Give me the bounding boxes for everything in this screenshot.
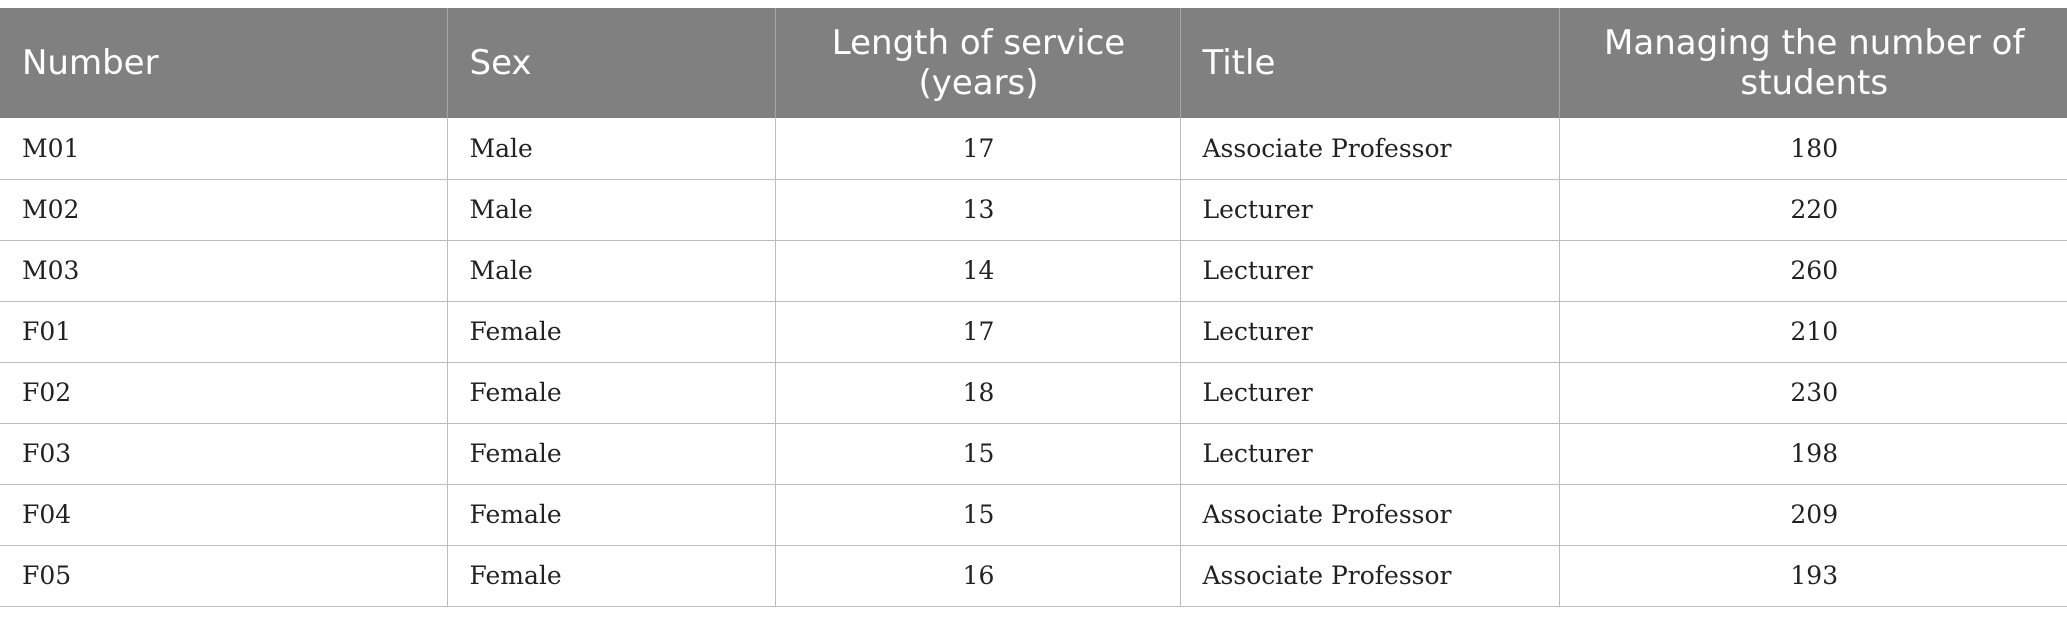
table-row: M02 Male 13 Lecturer 220 [0, 179, 2067, 241]
cell-students: 260 [1559, 240, 2067, 302]
table-row: M01 Male 17 Associate Professor 180 [0, 118, 2067, 180]
table-row: F05 Female 16 Associate Professor 193 [0, 545, 2067, 607]
table-row: F04 Female 15 Associate Professor 209 [0, 484, 2067, 546]
cell-title: Lecturer [1180, 362, 1560, 424]
cell-sex: Female [447, 362, 776, 424]
cell-length-of-service: 18 [775, 362, 1181, 424]
cell-title: Associate Professor [1180, 484, 1560, 546]
cell-students: 230 [1559, 362, 2067, 424]
cell-title: Lecturer [1180, 240, 1560, 302]
table-row: F02 Female 18 Lecturer 230 [0, 362, 2067, 424]
cell-number: M01 [0, 118, 448, 180]
table-row: F01 Female 17 Lecturer 210 [0, 301, 2067, 363]
cell-sex: Female [447, 301, 776, 363]
cell-sex: Female [447, 423, 776, 485]
cell-number: F02 [0, 362, 448, 424]
cell-sex: Female [447, 545, 776, 607]
cell-number: M03 [0, 240, 448, 302]
table-body: M01 Male 17 Associate Professor 180 M02 … [0, 118, 2067, 607]
cell-sex: Female [447, 484, 776, 546]
data-table: Number Sex Length of service (years) Tit… [0, 8, 2067, 607]
cell-length-of-service: 13 [775, 179, 1181, 241]
cell-length-of-service: 14 [775, 240, 1181, 302]
cell-number: F04 [0, 484, 448, 546]
header-number: Number [0, 8, 448, 118]
table-header: Number Sex Length of service (years) Tit… [0, 8, 2067, 118]
cell-students: 209 [1559, 484, 2067, 546]
cell-number: F01 [0, 301, 448, 363]
cell-number: M02 [0, 179, 448, 241]
header-sex: Sex [447, 8, 776, 118]
cell-length-of-service: 15 [775, 423, 1181, 485]
cell-title: Associate Professor [1180, 545, 1560, 607]
cell-title: Lecturer [1180, 301, 1560, 363]
cell-length-of-service: 17 [775, 118, 1181, 180]
cell-sex: Male [447, 240, 776, 302]
cell-students: 210 [1559, 301, 2067, 363]
cell-sex: Male [447, 179, 776, 241]
cell-title: Lecturer [1180, 423, 1560, 485]
cell-students: 193 [1559, 545, 2067, 607]
header-row: Number Sex Length of service (years) Tit… [0, 8, 2067, 118]
header-length-of-service: Length of service (years) [775, 8, 1181, 118]
header-managing-students: Managing the number of students [1559, 8, 2067, 118]
cell-students: 180 [1559, 118, 2067, 180]
cell-students: 198 [1559, 423, 2067, 485]
cell-title: Associate Professor [1180, 118, 1560, 180]
cell-length-of-service: 17 [775, 301, 1181, 363]
cell-number: F03 [0, 423, 448, 485]
table-row: F03 Female 15 Lecturer 198 [0, 423, 2067, 485]
cell-students: 220 [1559, 179, 2067, 241]
cell-sex: Male [447, 118, 776, 180]
cell-length-of-service: 15 [775, 484, 1181, 546]
cell-length-of-service: 16 [775, 545, 1181, 607]
cell-number: F05 [0, 545, 448, 607]
table-row: M03 Male 14 Lecturer 260 [0, 240, 2067, 302]
cell-title: Lecturer [1180, 179, 1560, 241]
header-title: Title [1180, 8, 1560, 118]
